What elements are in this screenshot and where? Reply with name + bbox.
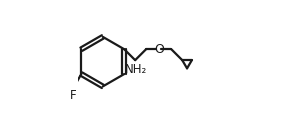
Text: F: F [70, 89, 76, 102]
Text: O: O [154, 43, 164, 56]
Text: NH₂: NH₂ [125, 63, 147, 76]
